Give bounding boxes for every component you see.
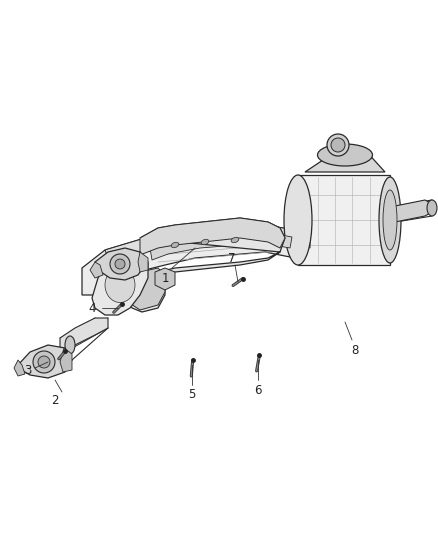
Text: 5: 5 xyxy=(188,389,196,401)
Polygon shape xyxy=(105,225,310,263)
Polygon shape xyxy=(155,268,175,290)
Polygon shape xyxy=(138,252,148,272)
Ellipse shape xyxy=(427,200,437,216)
Ellipse shape xyxy=(171,243,179,248)
Ellipse shape xyxy=(284,175,312,265)
Text: 3: 3 xyxy=(25,364,32,376)
Text: 8: 8 xyxy=(351,343,359,357)
Text: 7: 7 xyxy=(228,252,236,264)
Polygon shape xyxy=(95,248,145,280)
Polygon shape xyxy=(90,262,103,278)
Ellipse shape xyxy=(115,259,125,269)
Text: 1: 1 xyxy=(161,271,169,285)
Ellipse shape xyxy=(331,138,345,152)
Ellipse shape xyxy=(201,239,209,245)
Polygon shape xyxy=(60,318,108,355)
Ellipse shape xyxy=(231,237,239,243)
Polygon shape xyxy=(150,232,292,260)
Polygon shape xyxy=(14,360,25,376)
Ellipse shape xyxy=(379,177,401,263)
Polygon shape xyxy=(60,348,72,372)
Text: 4: 4 xyxy=(88,302,96,314)
Text: 2: 2 xyxy=(51,393,59,407)
Polygon shape xyxy=(390,200,432,223)
Polygon shape xyxy=(128,218,285,312)
Polygon shape xyxy=(82,225,315,295)
Ellipse shape xyxy=(383,190,397,250)
Text: 6: 6 xyxy=(254,384,262,397)
Polygon shape xyxy=(140,218,285,255)
Ellipse shape xyxy=(318,144,372,166)
Polygon shape xyxy=(18,345,72,378)
Ellipse shape xyxy=(110,254,130,274)
Polygon shape xyxy=(128,268,165,310)
Ellipse shape xyxy=(327,134,349,156)
Polygon shape xyxy=(298,175,390,265)
Ellipse shape xyxy=(38,356,50,368)
Ellipse shape xyxy=(65,336,75,354)
Ellipse shape xyxy=(105,268,135,303)
Polygon shape xyxy=(92,252,148,315)
Ellipse shape xyxy=(33,351,55,373)
Polygon shape xyxy=(305,150,385,172)
